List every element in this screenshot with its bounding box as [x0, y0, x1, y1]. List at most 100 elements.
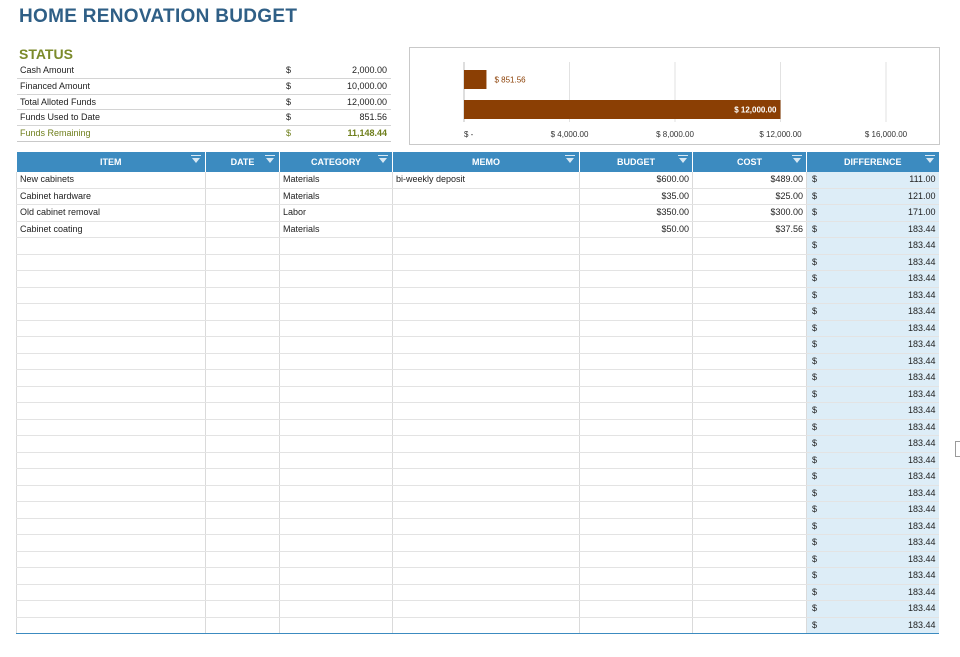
budget-cell[interactable] [579, 617, 693, 634]
budget-cell[interactable] [579, 369, 693, 387]
cost-cell[interactable]: $300.00 [692, 204, 807, 222]
category-cell[interactable] [279, 369, 393, 387]
budget-cell[interactable] [579, 303, 693, 321]
memo-cell[interactable] [392, 584, 580, 601]
category-cell[interactable]: Materials [279, 172, 393, 189]
memo-cell[interactable] [392, 303, 580, 321]
item-cell[interactable] [16, 435, 206, 453]
date-cell[interactable] [205, 435, 280, 453]
cost-cell[interactable] [692, 435, 807, 453]
item-cell[interactable] [16, 485, 206, 502]
cost-cell[interactable] [692, 386, 807, 403]
memo-cell[interactable] [392, 386, 580, 403]
cost-cell[interactable] [692, 419, 807, 436]
difference-cell[interactable]: $183.44 [806, 254, 939, 271]
item-cell[interactable] [16, 353, 206, 370]
cost-cell[interactable] [692, 320, 807, 337]
item-cell[interactable] [16, 270, 206, 288]
date-cell[interactable] [205, 501, 280, 519]
status-row-cash[interactable]: Cash Amount $ 2,000.00 [17, 63, 391, 79]
memo-cell[interactable] [392, 320, 580, 337]
category-cell[interactable] [279, 254, 393, 271]
date-cell[interactable] [205, 419, 280, 436]
item-cell[interactable]: Cabinet hardware [16, 188, 206, 205]
memo-cell[interactable] [392, 204, 580, 222]
date-cell[interactable] [205, 485, 280, 502]
budget-cell[interactable] [579, 468, 693, 486]
category-cell[interactable]: Materials [279, 188, 393, 205]
category-cell[interactable] [279, 617, 393, 634]
item-cell[interactable] [16, 567, 206, 585]
category-cell[interactable] [279, 485, 393, 502]
category-cell[interactable] [279, 501, 393, 519]
item-cell[interactable] [16, 534, 206, 552]
item-cell[interactable] [16, 369, 206, 387]
filter-icon[interactable] [265, 155, 275, 163]
cost-cell[interactable] [692, 600, 807, 618]
category-cell[interactable]: Materials [279, 221, 393, 238]
memo-cell[interactable] [392, 419, 580, 436]
category-cell[interactable]: Labor [279, 204, 393, 222]
budget-cell[interactable] [579, 270, 693, 288]
budget-cell[interactable] [579, 600, 693, 618]
difference-cell[interactable]: $183.44 [806, 221, 939, 238]
difference-cell[interactable]: $183.44 [806, 386, 939, 403]
budget-cell[interactable] [579, 386, 693, 403]
funds-bar-chart[interactable]: $ - $ 4,000.00 $ 8,000.00 $ 12,000.00 $ 16,0… [409, 47, 940, 145]
memo-cell[interactable] [392, 452, 580, 469]
category-cell[interactable] [279, 386, 393, 403]
cost-cell[interactable] [692, 501, 807, 519]
difference-cell[interactable]: $183.44 [806, 320, 939, 337]
category-cell[interactable] [279, 584, 393, 601]
column-header-date[interactable]: DATE [205, 152, 280, 172]
difference-cell[interactable]: $121.00 [806, 188, 939, 205]
date-cell[interactable] [205, 617, 280, 634]
item-cell[interactable] [16, 551, 206, 568]
difference-cell[interactable]: $183.44 [806, 287, 939, 304]
item-cell[interactable] [16, 237, 206, 255]
memo-cell[interactable] [392, 402, 580, 420]
difference-cell[interactable]: $171.00 [806, 204, 939, 222]
date-cell[interactable] [205, 369, 280, 387]
difference-cell[interactable]: $183.44 [806, 501, 939, 519]
category-cell[interactable] [279, 518, 393, 535]
memo-cell[interactable] [392, 188, 580, 205]
date-cell[interactable] [205, 518, 280, 535]
budget-cell[interactable]: $50.00 [579, 221, 693, 238]
date-cell[interactable] [205, 204, 280, 222]
memo-cell[interactable] [392, 468, 580, 486]
filter-icon[interactable] [191, 155, 201, 163]
date-cell[interactable] [205, 336, 280, 354]
memo-cell[interactable]: bi-weekly deposit [392, 172, 580, 189]
column-header-category[interactable]: CATEGORY [279, 152, 393, 172]
filter-icon[interactable] [924, 155, 935, 163]
category-cell[interactable] [279, 303, 393, 321]
memo-cell[interactable] [392, 518, 580, 535]
budget-cell[interactable] [579, 452, 693, 469]
budget-cell[interactable] [579, 567, 693, 585]
date-cell[interactable] [205, 534, 280, 552]
cost-cell[interactable]: $489.00 [692, 172, 807, 189]
date-cell[interactable] [205, 270, 280, 288]
difference-cell[interactable]: $111.00 [806, 172, 939, 189]
column-header-memo[interactable]: MEMO [392, 152, 580, 172]
memo-cell[interactable] [392, 501, 580, 519]
memo-cell[interactable] [392, 551, 580, 568]
difference-cell[interactable]: $183.44 [806, 468, 939, 486]
item-cell[interactable] [16, 452, 206, 469]
category-cell[interactable] [279, 336, 393, 354]
budget-cell[interactable]: $350.00 [579, 204, 693, 222]
category-cell[interactable] [279, 320, 393, 337]
category-cell[interactable] [279, 452, 393, 469]
cost-cell[interactable] [692, 452, 807, 469]
status-row-funds-remaining[interactable]: Funds Remaining $ 11,148.44 [17, 126, 391, 142]
column-header-difference[interactable]: DIFFERENCE [806, 152, 939, 172]
cost-cell[interactable]: $37.56 [692, 221, 807, 238]
budget-cell[interactable] [579, 287, 693, 304]
date-cell[interactable] [205, 303, 280, 321]
date-cell[interactable] [205, 320, 280, 337]
status-row-funds-used[interactable]: Funds Used to Date $ 851.56 [17, 110, 391, 127]
budget-cell[interactable]: $35.00 [579, 188, 693, 205]
cost-cell[interactable] [692, 617, 807, 634]
filter-icon[interactable] [565, 155, 575, 163]
